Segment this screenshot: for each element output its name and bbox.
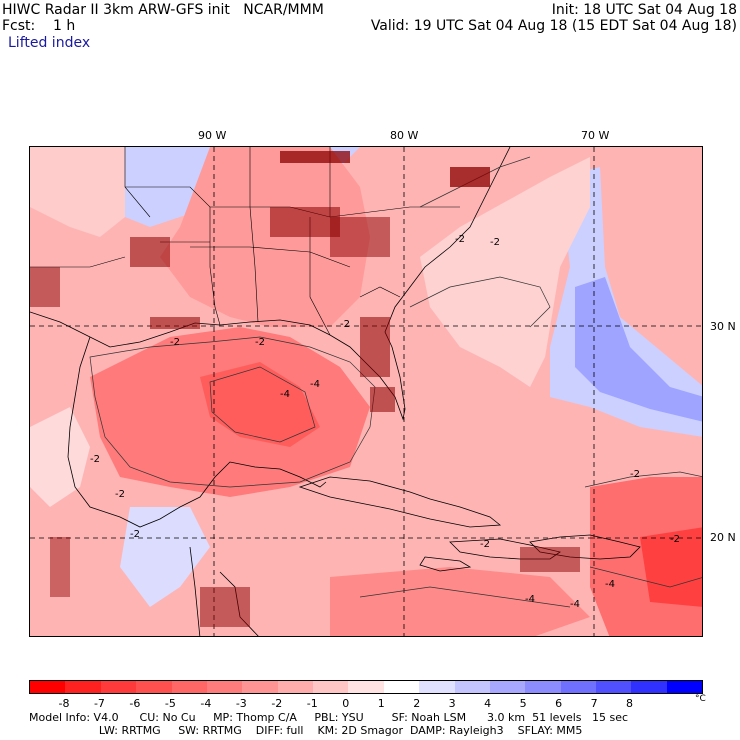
contour-label: -2 xyxy=(480,539,490,550)
caribbean-core-region xyxy=(640,527,702,607)
lat-label-20n: 20 N xyxy=(710,531,736,544)
colorbar-tick-label: -8 xyxy=(58,697,70,710)
colorbar-unit: °C xyxy=(695,694,706,704)
colorbar-swatch xyxy=(136,681,172,693)
colorbar xyxy=(29,680,703,694)
colorbar-tick-label: 2 xyxy=(413,697,421,710)
contour-label: -4 xyxy=(280,389,290,400)
colorbar-swatch xyxy=(206,681,243,693)
lat-label-30n: 30 N xyxy=(710,320,736,333)
lon-label-90w: 90 W xyxy=(198,129,227,142)
lifted-index-map: -2 -2 -2 -2 -4 -4 -2 -2 -2 -2 -2 -4 -4 -4 -2 -2 xyxy=(29,146,703,637)
lon-label-80w: 80 W xyxy=(390,129,419,142)
gulf-core-region xyxy=(200,362,320,447)
contour-label: -4 xyxy=(605,579,615,590)
graticule xyxy=(30,147,702,636)
valid-time: Valid: 19 UTC Sat 04 Aug 18 (15 EDT Sat … xyxy=(370,18,737,34)
contour-label: -4 xyxy=(570,599,580,610)
colorbar-swatch xyxy=(454,681,490,693)
pale-region-gulfstream xyxy=(420,157,590,387)
colorbar-swatch xyxy=(489,681,526,693)
colorbar-swatch xyxy=(171,681,207,693)
colorbar-tick-label: -7 xyxy=(93,697,105,710)
colorbar-swatch xyxy=(666,681,703,693)
colorbar-swatch xyxy=(100,681,137,693)
lon-label-70w: 70 W xyxy=(581,129,610,142)
colorbar-tick-label: 4 xyxy=(484,697,492,710)
colorbar-swatch xyxy=(560,681,596,693)
south-caribbean-region xyxy=(330,567,590,636)
colorbar-tick-label: 7 xyxy=(590,697,598,710)
colorbar-tick-label: -1 xyxy=(306,697,318,710)
colorbar-swatch xyxy=(596,681,632,693)
colorbar-tick-label: -4 xyxy=(200,697,212,710)
colorbar-swatch xyxy=(525,681,561,693)
colorbar-swatch xyxy=(419,681,455,693)
colorbar-tick-label: 3 xyxy=(448,697,456,710)
contour-label: -2 xyxy=(670,534,680,545)
blue-core-atlantic xyxy=(575,277,702,422)
colorbar-tick-label: 1 xyxy=(377,697,385,710)
contour-label: -2 xyxy=(115,489,125,500)
colorbar-tick-label: -3 xyxy=(235,697,247,710)
contour-label: -4 xyxy=(310,379,320,390)
colorbar-tick-label: -5 xyxy=(164,697,176,710)
southeast-us-region xyxy=(160,147,370,327)
title-left-2: Fcst: 1 h xyxy=(2,18,76,34)
colorbar-tick-label: -6 xyxy=(129,697,141,710)
contour-label: -2 xyxy=(255,337,265,348)
colorbar-tick-label: 8 xyxy=(626,697,634,710)
contour-label: -2 xyxy=(455,234,465,245)
contour-label: -2 xyxy=(130,529,140,540)
pale-region-nw xyxy=(30,147,125,237)
field-name: Lifted index xyxy=(8,35,91,51)
colorbar-swatch xyxy=(348,681,384,693)
model-info-line2: LW: RRTMG SW: RRTMG DIFF: full KM: 2D Sm… xyxy=(29,724,583,737)
contour-label: -2 xyxy=(490,237,500,248)
colorbar-swatch xyxy=(277,681,313,693)
colorbar-swatch xyxy=(30,681,66,693)
colorbar-swatch xyxy=(242,681,278,693)
colorbar-swatch xyxy=(383,681,420,693)
contour-label: -2 xyxy=(340,319,350,330)
contour-label: -4 xyxy=(525,594,535,605)
colorbar-swatch xyxy=(631,681,667,693)
colorbar-tick-label: 6 xyxy=(555,697,563,710)
blue-region-yucatan xyxy=(120,507,210,607)
init-time: Init: 18 UTC Sat 04 Aug 18 xyxy=(551,2,737,18)
contour-label: -2 xyxy=(90,454,100,465)
pale-region-mexico xyxy=(30,407,90,507)
convective-cells xyxy=(30,151,580,627)
colorbar-swatch xyxy=(313,681,349,693)
contour-label: -2 xyxy=(630,469,640,480)
colorbar-tick-label: 5 xyxy=(519,697,527,710)
colorbar-swatch xyxy=(65,681,101,693)
colorbar-tick-label: 0 xyxy=(342,697,350,710)
contour-label: -2 xyxy=(170,337,180,348)
colorbar-tick-label: -2 xyxy=(271,697,283,710)
title-left-1: HIWC Radar II 3km ARW-GFS init NCAR/MMM xyxy=(2,2,324,18)
model-info-line1: Model Info: V4.0 CU: No Cu MP: Thomp C/A… xyxy=(29,711,629,724)
contour-lines xyxy=(89,156,702,608)
